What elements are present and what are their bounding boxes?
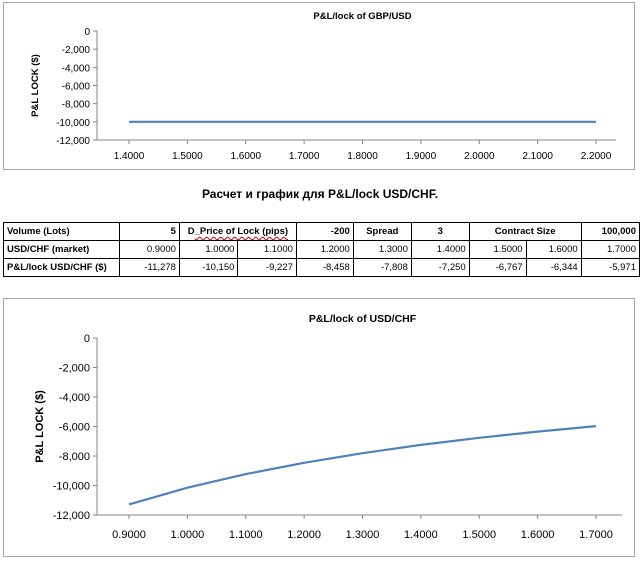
y-tick-label: -8,000 — [59, 451, 90, 463]
market-label-cell: USD/CHF (market) — [2, 240, 121, 259]
gbpusd-chart: P&L/lock of GBP/USD 0 -2,000 -4,000 -6,000 -8… — [3, 2, 635, 170]
x-tick-label: 1.8000 — [347, 151, 378, 162]
price-value-cell: -200 — [295, 222, 354, 241]
market-value-cell: 1.4000 — [410, 240, 470, 259]
pl-label-cell: P&L/lock USD/CHF ($) — [2, 258, 121, 277]
pl-value-cell: -7,808 — [352, 258, 412, 277]
x-tick-label: 0.9000 — [112, 529, 146, 541]
table-row: Volume (Lots) 5 D_Price of Lock (pips) -… — [2, 222, 640, 241]
pl-value-cell: -9,227 — [237, 258, 297, 277]
market-value-cell: 0.9000 — [119, 240, 180, 259]
series-line — [128, 425, 597, 506]
pl-value-cell: -10,150 — [178, 258, 239, 277]
x-tick-label: 1.4000 — [114, 151, 145, 162]
market-value-cell: 1.2000 — [295, 240, 354, 259]
x-tick-label: 1.5000 — [462, 529, 496, 541]
contract-size-value-cell: 100,000 — [580, 222, 640, 241]
x-tick-label: 1.5000 — [172, 151, 203, 162]
x-tick-label: 2.2000 — [581, 151, 612, 162]
contract-size-label-cell: Contract Size — [468, 222, 582, 241]
x-tick-label: 1.1000 — [229, 529, 263, 541]
y-tick-label: -4,000 — [62, 63, 91, 74]
y-tick-label: -8,000 — [62, 100, 91, 111]
y-tick-label: -6,000 — [59, 422, 90, 434]
table-row: P&L/lock USD/CHF ($) -11,278 -10,150 -9,… — [2, 258, 640, 277]
pl-value-cell: -6,767 — [468, 258, 527, 277]
pl-value-cell: -7,250 — [410, 258, 470, 277]
x-tick-label: 1.0000 — [171, 529, 205, 541]
price-of-lock-label-cell: D_Price of Lock (pips) — [178, 222, 297, 241]
x-tick-label: 1.7000 — [289, 151, 320, 162]
x-tick-label: 2.0000 — [464, 151, 495, 162]
chart-title: P&L/lock of GBP/USD — [313, 11, 411, 22]
y-tick-label: -6,000 — [62, 82, 91, 93]
x-tick-label: 1.6000 — [230, 151, 261, 162]
pl-value-cell: -11,278 — [119, 258, 180, 277]
market-value-cell: 1.5000 — [468, 240, 527, 259]
market-value-cell: 1.0000 — [178, 240, 239, 259]
spread-label-cell: Spread — [352, 222, 412, 241]
chart-title: P&L/lock of USD/CHF — [309, 313, 417, 325]
y-tick-label: -10,000 — [53, 481, 90, 493]
price-label-prefix: D — [187, 226, 195, 237]
price-label-rest: _Price of Lock (pips) — [194, 226, 289, 237]
x-tick-label: 1.3000 — [346, 529, 380, 541]
volume-value-cell: 5 — [119, 222, 180, 241]
x-tick-label: 1.7000 — [579, 529, 613, 541]
y-axis-title: P&L LOCK ($) — [30, 54, 41, 117]
y-tick-label: -4,000 — [59, 392, 90, 404]
market-value-cell: 1.7000 — [580, 240, 640, 259]
y-axis-title: P&L LOCK ($) — [34, 390, 46, 463]
y-tick-label: -10,000 — [56, 118, 90, 129]
table-row: USD/CHF (market) 0.9000 1.0000 1.1000 1.… — [2, 240, 640, 259]
x-tick-label: 2.1000 — [522, 151, 553, 162]
x-tick-label: 1.9000 — [406, 151, 437, 162]
y-tick-label: -2,000 — [59, 363, 90, 375]
x-tick-label: 1.6000 — [521, 529, 555, 541]
y-tick-label: -12,000 — [53, 510, 90, 522]
market-value-cell: 1.1000 — [237, 240, 297, 259]
gbpusd-chart-svg: P&L/lock of GBP/USD 0 -2,000 -4,000 -6,000 -8… — [30, 11, 616, 162]
section-heading: Расчет и график для P&L/lock USD/CHF. — [201, 187, 439, 201]
usdchf-chart: P&L/lock of USD/CHF 0 -2,000 -4,000 -6,000 -8… — [3, 298, 635, 557]
x-tick-label: 1.2000 — [287, 529, 321, 541]
pl-lock-table: Volume (Lots) 5 D_Price of Lock (pips) -… — [2, 222, 640, 277]
y-tick-label: 0 — [84, 27, 90, 38]
volume-label-cell: Volume (Lots) — [2, 222, 121, 241]
y-tick-label: 0 — [84, 333, 90, 345]
y-tick-label: -12,000 — [56, 136, 90, 147]
x-tick-label: 1.4000 — [404, 529, 438, 541]
pl-value-cell: -6,344 — [525, 258, 582, 277]
pl-value-cell: -5,971 — [580, 258, 640, 277]
spread-value-cell: 3 — [410, 222, 470, 241]
usdchf-chart-svg: P&L/lock of USD/CHF 0 -2,000 -4,000 -6,000 -8… — [34, 313, 622, 541]
pl-value-cell: -8,458 — [295, 258, 354, 277]
y-tick-label: -2,000 — [62, 45, 91, 56]
market-value-cell: 1.6000 — [525, 240, 582, 259]
market-value-cell: 1.3000 — [352, 240, 412, 259]
